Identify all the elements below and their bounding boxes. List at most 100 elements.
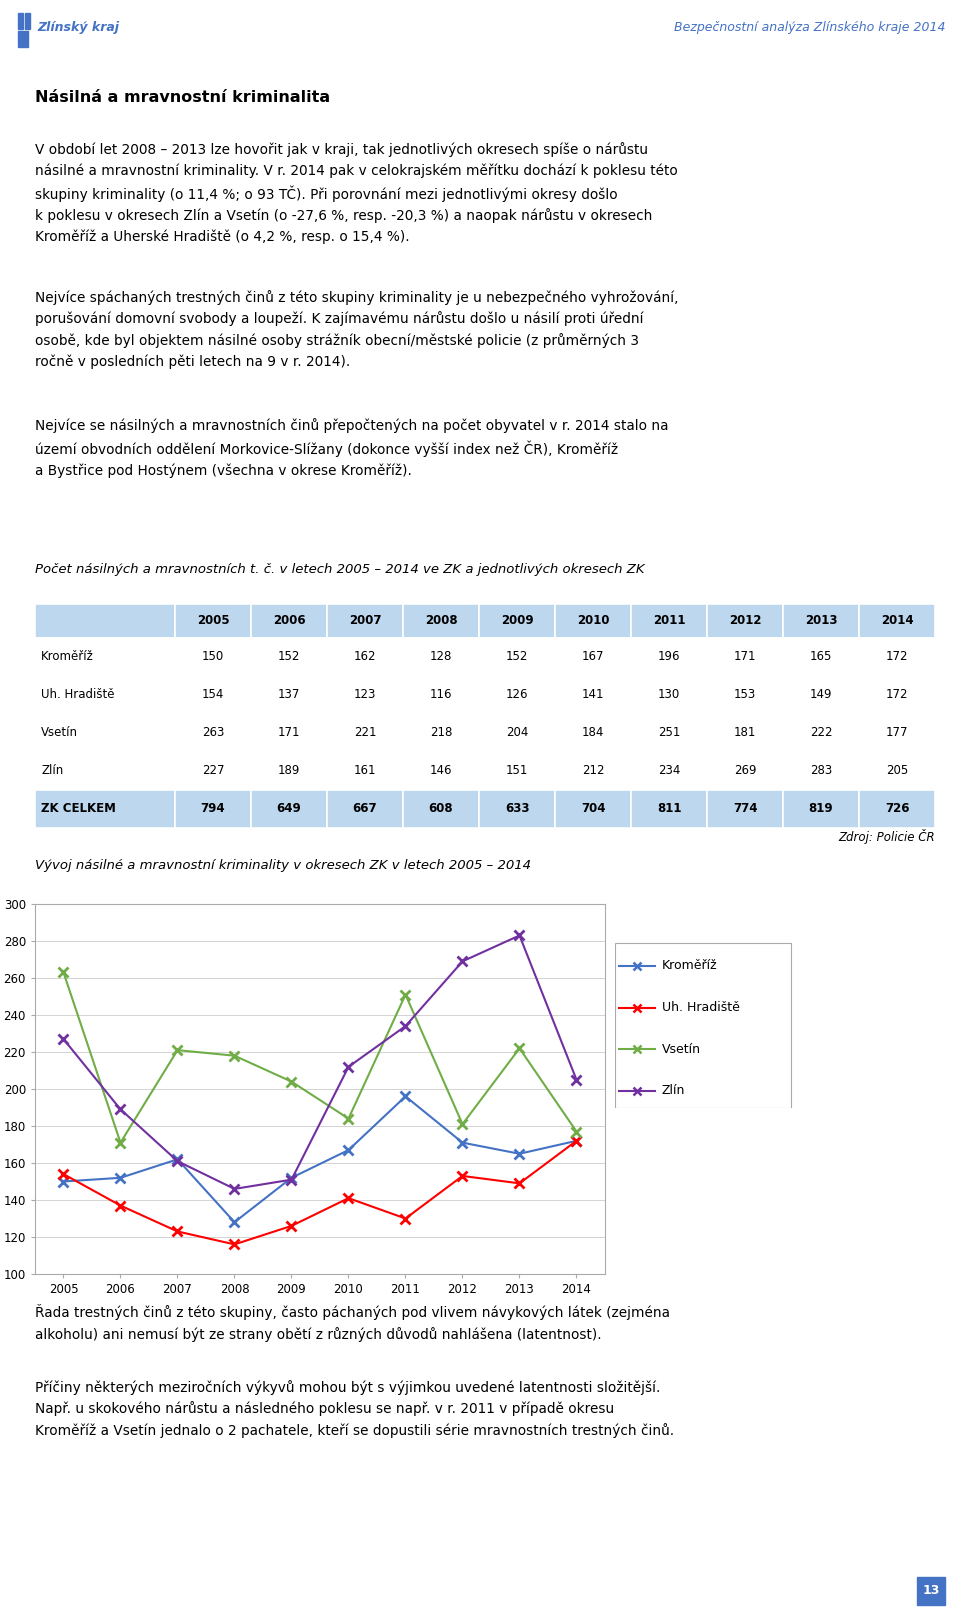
Vsetín <box>172 1040 183 1059</box>
Text: 154: 154 <box>202 688 225 701</box>
Bar <box>403 714 479 753</box>
Text: Zlín: Zlín <box>41 764 63 777</box>
Text: 2009: 2009 <box>501 614 534 627</box>
Bar <box>631 753 707 790</box>
Bar <box>631 714 707 753</box>
Text: 649: 649 <box>276 803 301 816</box>
Text: Bezpečnostní analýza Zlínského kraje 2014: Bezpečnostní analýza Zlínského kraje 201… <box>674 21 945 34</box>
Line: Uh. Hradiště: Uh. Hradiště <box>59 1136 582 1249</box>
Text: 2011: 2011 <box>653 614 685 627</box>
Bar <box>707 753 783 790</box>
Bar <box>555 675 631 714</box>
Text: 221: 221 <box>353 727 376 740</box>
Text: 167: 167 <box>582 651 604 664</box>
Text: 184: 184 <box>582 727 604 740</box>
Text: 218: 218 <box>430 727 452 740</box>
Text: 269: 269 <box>733 764 756 777</box>
Vsetín <box>343 1109 354 1128</box>
Text: 726: 726 <box>885 803 909 816</box>
Line: Zlín: Zlín <box>59 930 582 1194</box>
Kroměříž <box>343 1140 354 1159</box>
Bar <box>25 13 30 29</box>
Bar <box>251 675 327 714</box>
Vsetín <box>58 962 69 982</box>
Text: 196: 196 <box>658 651 681 664</box>
Bar <box>479 790 555 829</box>
Bar <box>327 714 403 753</box>
Text: 149: 149 <box>809 688 832 701</box>
Kroměříž <box>286 1169 298 1188</box>
Bar <box>35 675 175 714</box>
Text: 667: 667 <box>352 803 377 816</box>
Bar <box>175 675 251 714</box>
Bar <box>783 790 859 829</box>
Uh. Hradiště <box>172 1222 183 1241</box>
Text: 162: 162 <box>353 651 376 664</box>
Uh. Hradiště <box>514 1174 525 1193</box>
Bar <box>631 790 707 829</box>
Vsetín <box>115 1133 127 1153</box>
Text: 172: 172 <box>886 688 908 701</box>
Bar <box>859 714 935 753</box>
Text: Nejvíce spáchaných trestných činů z této skupiny kriminality je u nebezpečného v: Nejvíce spáchaných trestných činů z této… <box>35 290 679 369</box>
Kroměříž <box>457 1133 468 1153</box>
Text: 2014: 2014 <box>880 614 913 627</box>
Text: 116: 116 <box>430 688 452 701</box>
Uh. Hradiště <box>571 1132 583 1151</box>
Bar <box>555 714 631 753</box>
Bar <box>175 714 251 753</box>
Text: 774: 774 <box>732 803 757 816</box>
Bar <box>859 790 935 829</box>
Text: Násilná a mravnostní kriminalita: Násilná a mravnostní kriminalita <box>35 90 330 105</box>
Bar <box>859 753 935 790</box>
Text: Kroměříž: Kroměříž <box>41 651 94 664</box>
Text: Řada trestných činů z této skupiny, často páchaných pod vlivem návykových látek : Řada trestných činů z této skupiny, čast… <box>35 1304 670 1341</box>
Text: 177: 177 <box>886 727 908 740</box>
Bar <box>631 638 707 675</box>
Uh. Hradiště <box>58 1164 69 1183</box>
Uh. Hradiště <box>228 1235 240 1254</box>
Text: 227: 227 <box>202 764 225 777</box>
Text: Zlínský kraj: Zlínský kraj <box>37 21 119 34</box>
Text: 161: 161 <box>353 764 376 777</box>
Bar <box>783 675 859 714</box>
Text: 794: 794 <box>201 803 226 816</box>
Bar <box>327 675 403 714</box>
Zlín <box>457 951 468 970</box>
Kroměříž <box>228 1212 240 1232</box>
Text: 608: 608 <box>429 803 453 816</box>
Text: 2010: 2010 <box>577 614 610 627</box>
Text: 123: 123 <box>354 688 376 701</box>
Bar <box>479 675 555 714</box>
Bar <box>175 753 251 790</box>
Text: 171: 171 <box>277 727 300 740</box>
Bar <box>707 790 783 829</box>
Text: 152: 152 <box>506 651 528 664</box>
Text: 234: 234 <box>658 764 681 777</box>
Text: 146: 146 <box>430 764 452 777</box>
Bar <box>403 790 479 829</box>
Bar <box>18 31 28 47</box>
Bar <box>35 753 175 790</box>
Uh. Hradiště <box>343 1188 354 1207</box>
Vsetín <box>228 1046 240 1066</box>
Line: Vsetín: Vsetín <box>59 967 582 1148</box>
Zlín <box>228 1180 240 1199</box>
Bar <box>555 790 631 829</box>
Bar <box>35 714 175 753</box>
Bar <box>783 714 859 753</box>
Text: 2012: 2012 <box>729 614 761 627</box>
Text: 212: 212 <box>582 764 604 777</box>
Bar <box>707 638 783 675</box>
Bar <box>35 638 175 675</box>
Bar <box>783 753 859 790</box>
Bar <box>783 638 859 675</box>
Bar <box>327 604 403 638</box>
Zlín <box>514 925 525 945</box>
Bar <box>35 604 175 638</box>
Kroměříž <box>58 1172 69 1191</box>
Bar <box>327 790 403 829</box>
Zlín <box>399 1017 411 1037</box>
Text: Vsetín: Vsetín <box>41 727 78 740</box>
Text: 204: 204 <box>506 727 528 740</box>
